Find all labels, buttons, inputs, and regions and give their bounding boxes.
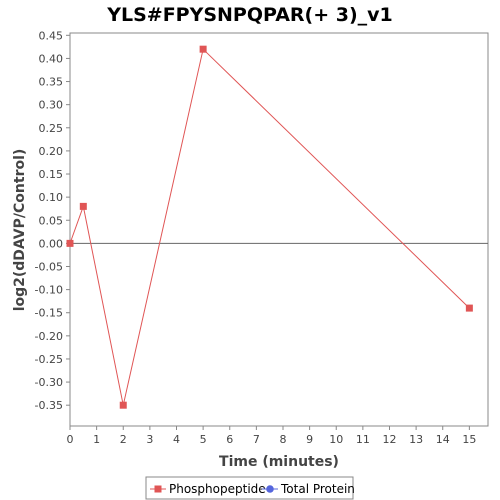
legend: Phosphopeptide Total Protein <box>145 476 355 500</box>
y-tick-label: 0.15 <box>39 168 64 181</box>
x-tick-label: 5 <box>200 433 207 446</box>
y-tick-label: -0.10 <box>35 284 63 297</box>
y-tick-label: -0.15 <box>35 307 63 320</box>
x-tick-label: 11 <box>356 433 370 446</box>
y-tick-label: 0.40 <box>39 52 64 65</box>
x-tick-label: 3 <box>146 433 153 446</box>
x-tick-label: 10 <box>329 433 343 446</box>
x-tick-label: 4 <box>173 433 180 446</box>
y-axis: 0.45 0.40 0.35 0.30 0.25 0.20 0.15 0.10 0.05 0.00… <box>35 29 70 412</box>
x-tick-label: 12 <box>382 433 396 446</box>
y-tick-label: 0.00 <box>39 237 64 250</box>
y-axis-label: log2(dDAVP/Control) <box>12 149 28 312</box>
legend-box <box>145 476 354 500</box>
x-tick-label: 13 <box>409 433 423 446</box>
data-point <box>79 202 87 210</box>
y-tick-label: 0.10 <box>39 191 64 204</box>
data-point <box>465 304 473 312</box>
y-tick-label: -0.30 <box>35 376 63 389</box>
y-tick-label: -0.20 <box>35 330 63 343</box>
x-tick-label: 6 <box>226 433 233 446</box>
x-tick-label: 15 <box>462 433 476 446</box>
y-tick-label: -0.05 <box>35 260 63 273</box>
y-tick-label: 0.05 <box>39 214 64 227</box>
data-point <box>119 401 127 409</box>
data-point <box>66 239 74 247</box>
legend-label-total-protein: Total Protein <box>280 482 355 496</box>
x-tick-label: 0 <box>67 433 74 446</box>
y-tick-label: 0.30 <box>39 99 64 112</box>
x-tick-label: 1 <box>93 433 100 446</box>
x-tick-label: 8 <box>279 433 286 446</box>
x-tick-label: 7 <box>253 433 260 446</box>
data-point <box>199 45 207 53</box>
x-axis-label: Time (minutes) <box>219 454 339 470</box>
legend-marker-phosphopeptide <box>154 485 162 493</box>
x-tick-label: 2 <box>120 433 127 446</box>
series-group <box>66 45 473 409</box>
y-tick-label: 0.45 <box>39 29 64 42</box>
chart-title: YLS#FPYSNPQPAR(+ 3)_v1 <box>106 4 393 26</box>
y-tick-label: -0.25 <box>35 353 63 366</box>
y-tick-label: 0.25 <box>39 122 64 135</box>
x-tick-label: 14 <box>436 433 450 446</box>
y-tick-label: 0.20 <box>39 145 64 158</box>
y-tick-label: 0.35 <box>39 76 64 89</box>
y-tick-label: -0.35 <box>35 399 63 412</box>
x-tick-label: 9 <box>306 433 313 446</box>
x-axis: 0 1 2 3 4 5 6 7 8 9 10 11 12 13 14 15 <box>67 426 476 446</box>
plot-area <box>69 32 489 427</box>
legend-marker-total-protein <box>266 485 274 493</box>
legend-label-phosphopeptide: Phosphopeptide <box>169 482 266 496</box>
